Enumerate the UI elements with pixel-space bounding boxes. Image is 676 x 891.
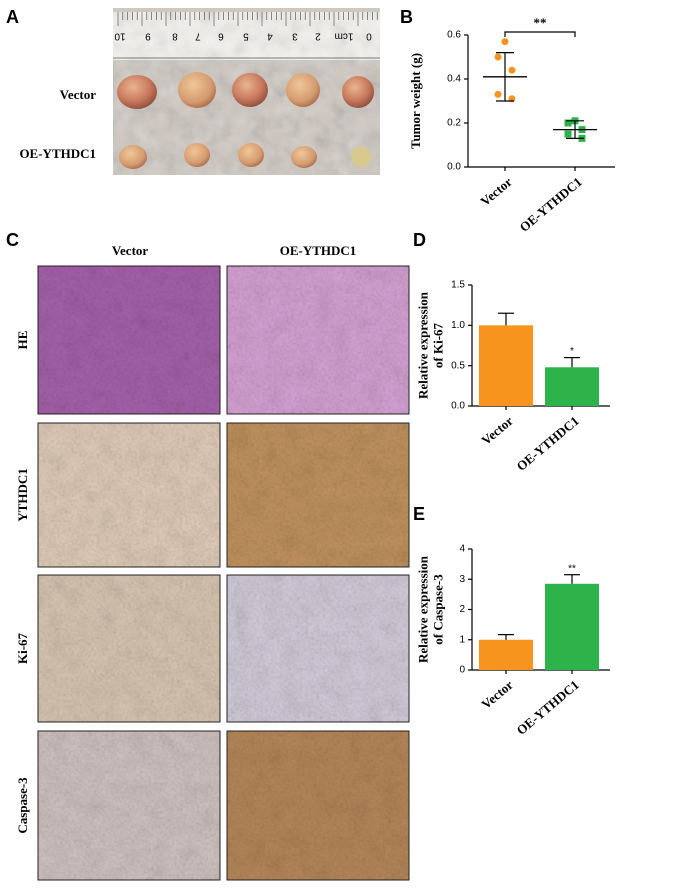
x-tick-label: OE-YTHDC1 (514, 413, 582, 474)
histology-texture (38, 731, 220, 880)
y-tick-label: 0.2 (447, 118, 461, 129)
panel-label: C (6, 230, 19, 250)
data-point (564, 119, 572, 127)
panel-label: D (413, 230, 426, 250)
x-tick-label: Vector (478, 677, 516, 712)
ruler-label: 7 (195, 30, 201, 41)
histology-texture (38, 423, 220, 567)
histology-texture (227, 731, 409, 880)
ruler-label: 6 (218, 30, 224, 41)
y-tick-label: 4 (459, 544, 465, 555)
image-border (226, 422, 410, 568)
data-point (494, 53, 502, 61)
data-point (494, 90, 502, 98)
y-tick-label: 0.5 (451, 360, 465, 371)
significance-bracket (504, 31, 576, 37)
row-label: Ki-67 (15, 632, 30, 664)
data-point (564, 130, 572, 138)
image-border (226, 574, 410, 723)
ruler-label: 1cm (335, 30, 354, 41)
image-border (226, 730, 410, 881)
ruler-label: 3 (292, 30, 298, 41)
x-tick-label: OE-YTHDC1 (514, 677, 582, 738)
ruler-label: 4 (267, 30, 273, 41)
image-border (37, 574, 221, 723)
column-label: OE-YTHDC1 (280, 243, 357, 258)
data-point (501, 38, 509, 46)
ruler-label: 8 (172, 30, 178, 41)
ruler-label: 5 (243, 30, 249, 41)
y-tick-label: 0 (459, 665, 465, 676)
histology-images (37, 265, 410, 881)
histology-texture (38, 575, 220, 722)
histology-texture (227, 266, 409, 414)
bar (545, 367, 599, 406)
y-tick-label: 0.0 (447, 162, 461, 173)
y-tick-label: 1.0 (451, 320, 465, 331)
y-tick-label: 0.6 (447, 30, 461, 41)
tumor-photo (113, 8, 380, 175)
panel-label: B (400, 7, 413, 27)
y-tick-label: 0.4 (447, 74, 461, 85)
image-border (226, 265, 410, 415)
histology-texture (38, 266, 220, 414)
y-axis-label: of Caspase-3 (430, 574, 445, 645)
ruler-label: 0 (366, 30, 372, 41)
row-label: HE (15, 331, 30, 350)
significance: ** (534, 15, 547, 30)
panel-label: A (6, 7, 19, 27)
y-axis-label: Relative expression (415, 291, 430, 399)
y-tick-label: 3 (459, 574, 465, 585)
y-axis-label: Relative expression (415, 555, 430, 663)
ruler-label: 10 (114, 30, 126, 41)
image-border (37, 730, 221, 881)
y-axis-label: of Ki-67 (430, 322, 445, 368)
significance: * (570, 346, 574, 357)
y-tick-label: 0.0 (451, 401, 465, 412)
histology-texture (227, 423, 409, 567)
bar (545, 583, 599, 670)
row-label: OE-YTHDC1 (19, 146, 96, 161)
y-tick-label: 1 (459, 634, 465, 645)
bar (479, 639, 533, 670)
column-label: Vector (112, 243, 149, 258)
x-tick-label: Vector (477, 174, 515, 209)
significance: ** (568, 563, 576, 574)
row-label: YTHDC1 (15, 468, 30, 521)
y-tick-label: 2 (459, 604, 465, 615)
bar (479, 325, 533, 406)
ruler-label: 9 (145, 30, 151, 41)
ruler-label: 2 (315, 30, 321, 41)
data-point (508, 66, 516, 74)
y-tick-label: 1.5 (451, 280, 465, 291)
row-label: Vector (60, 87, 97, 102)
panel-label: E (413, 504, 425, 524)
y-axis-label: Tumor weight (g) (408, 53, 423, 149)
row-label: Caspase-3 (15, 777, 30, 834)
x-tick-label: OE-YTHDC1 (517, 174, 585, 235)
image-border (37, 265, 221, 415)
x-tick-label: Vector (478, 413, 516, 448)
image-border (37, 422, 221, 568)
histology-texture (227, 575, 409, 722)
